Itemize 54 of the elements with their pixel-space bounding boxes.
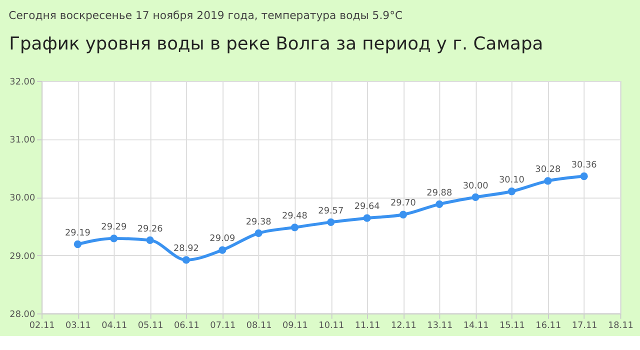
point bbox=[436, 200, 444, 208]
x-tick-label: 11.11 bbox=[354, 320, 380, 331]
y-tick-label: 32.00 bbox=[10, 77, 36, 88]
x-tick-label: 02.11 bbox=[29, 320, 55, 331]
data-label: 29.48 bbox=[282, 212, 308, 222]
y-tick-label: 30.00 bbox=[10, 194, 36, 204]
data-label: 30.28 bbox=[535, 165, 561, 176]
data-label: 29.38 bbox=[246, 217, 272, 228]
x-tick-label: 16.11 bbox=[536, 320, 562, 331]
x-tick-label: 18.11 bbox=[608, 320, 634, 331]
point bbox=[580, 172, 588, 180]
x-tick-label: 10.11 bbox=[318, 320, 344, 331]
x-tick-label: 03.11 bbox=[65, 320, 91, 331]
data-label: 29.57 bbox=[318, 206, 344, 216]
point bbox=[399, 210, 408, 218]
y-tick-label: 29.00 bbox=[10, 252, 36, 262]
x-tick-label: 07.11 bbox=[210, 320, 236, 331]
data-label: 28.92 bbox=[173, 244, 199, 254]
y-tick-label: 31.00 bbox=[10, 136, 36, 146]
data-label: 29.64 bbox=[354, 202, 380, 212]
point bbox=[254, 229, 262, 238]
point bbox=[218, 246, 226, 254]
point bbox=[74, 240, 82, 248]
point bbox=[363, 214, 371, 222]
point bbox=[327, 218, 335, 226]
point bbox=[508, 188, 516, 196]
x-tick-label: 04.11 bbox=[102, 320, 128, 331]
point bbox=[544, 177, 552, 185]
x-tick-label: 09.11 bbox=[282, 320, 308, 331]
x-tick-label: 14.11 bbox=[463, 320, 489, 331]
chart-title: График уровня воды в реке Волга за период у г. Самара bbox=[9, 33, 544, 54]
point bbox=[146, 236, 154, 244]
chart-subtitle: Сегодня воскресенье 17 ноября 2019 года, температура воды 5.9°C bbox=[8, 9, 403, 22]
x-tick-label: 06.11 bbox=[174, 320, 200, 331]
data-label: 29.09 bbox=[210, 234, 236, 244]
data-label: 30.00 bbox=[462, 181, 489, 192]
point bbox=[110, 234, 118, 242]
data-label: 29.26 bbox=[137, 224, 164, 234]
x-tick-label: 17.11 bbox=[572, 320, 598, 331]
point bbox=[182, 256, 190, 264]
data-label: 29.29 bbox=[101, 222, 127, 233]
data-label: 29.88 bbox=[426, 188, 452, 198]
x-tick-label: 12.11 bbox=[390, 320, 416, 331]
x-tick-label: 05.11 bbox=[138, 320, 164, 331]
point bbox=[290, 224, 299, 232]
data-label: 29.19 bbox=[64, 228, 91, 238]
x-tick-label: 13.11 bbox=[427, 320, 453, 331]
x-tick-label: 15.11 bbox=[499, 320, 525, 331]
data-label: 30.36 bbox=[571, 160, 598, 170]
data-label: 30.10 bbox=[498, 175, 525, 186]
y-tick-label: 28.00 bbox=[10, 310, 36, 320]
point bbox=[472, 193, 480, 202]
data-label: 29.70 bbox=[390, 198, 416, 209]
x-tick-label: 08.11 bbox=[246, 320, 272, 331]
